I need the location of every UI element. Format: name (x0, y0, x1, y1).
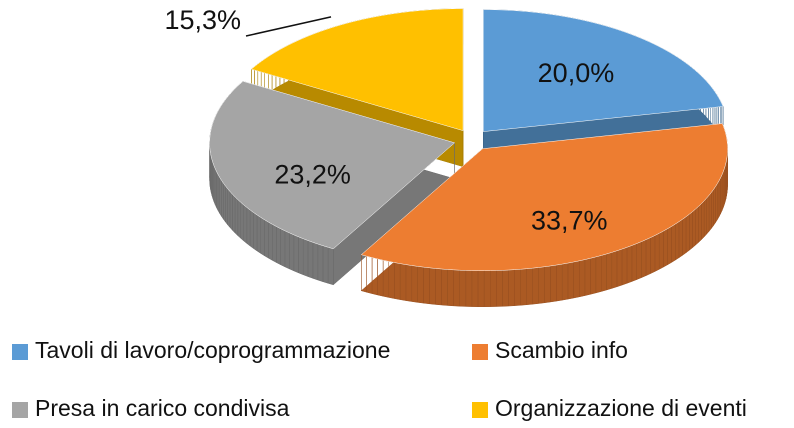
leader-line (245, 16, 332, 37)
data-label: 20,0% (538, 58, 615, 88)
pie-tops (209, 8, 728, 271)
pie-slice (483, 9, 724, 132)
legend-label: Scambio info (495, 337, 628, 363)
data-label: 15,3% (164, 5, 241, 35)
pie-slice (209, 81, 456, 250)
legend-swatch (472, 344, 488, 360)
data-label: 23,2% (274, 159, 351, 189)
legend-swatch (472, 402, 488, 418)
pie-slice (360, 123, 728, 271)
legend-swatch (12, 344, 28, 360)
legend-label: Tavoli di lavoro/coprogrammazione (35, 337, 390, 363)
data-label: 33,7% (531, 205, 608, 235)
legend-swatch (12, 402, 28, 418)
pie-slice (250, 8, 464, 131)
legend-label: Organizzazione di eventi (495, 395, 747, 421)
legend-label: Presa in carico condivisa (35, 395, 290, 421)
